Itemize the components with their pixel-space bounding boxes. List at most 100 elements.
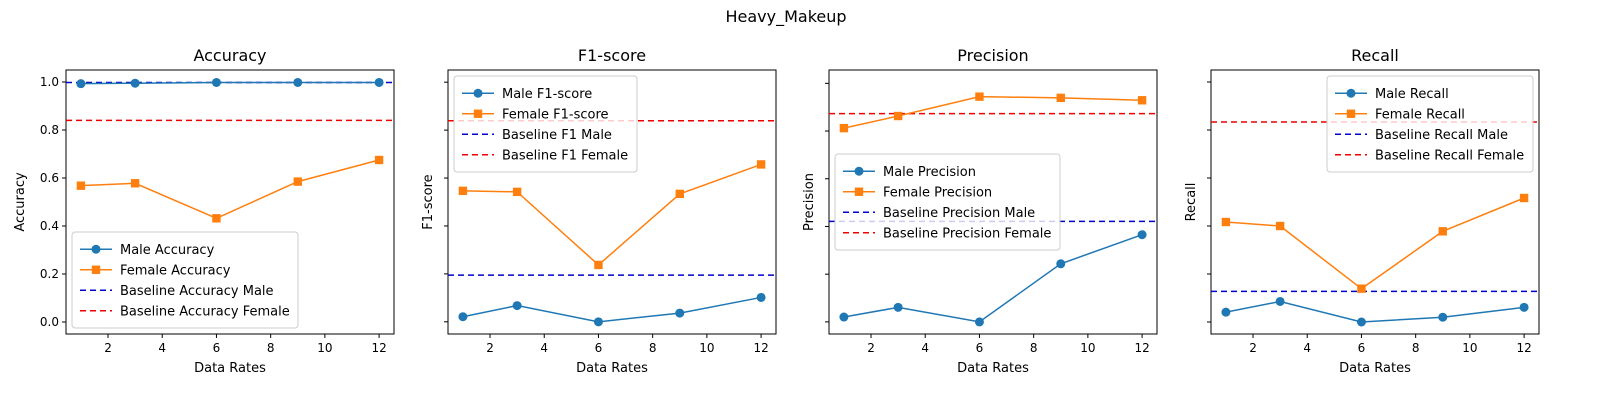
x-tick-label: 4 [921,341,929,355]
figure-suptitle: Heavy_Makeup [725,7,846,27]
data-point [675,189,684,199]
legend-label: Baseline F1 Female [502,148,628,163]
data-point [374,77,384,87]
plot-area [66,77,394,223]
legend-swatch-marker [91,265,101,274]
data-point [893,111,903,121]
data-point [1275,221,1285,231]
data-point [1221,217,1231,227]
data-point [293,77,303,87]
data-point [130,179,140,188]
panel-title: F1-score [578,46,646,65]
x-tick-label: 8 [1030,341,1038,355]
x-tick-label: 6 [213,341,221,355]
data-point [512,187,522,197]
data-point [374,155,384,165]
legend-label: Baseline Precision Female [883,226,1051,241]
legend-swatch-marker [473,88,483,98]
series-line [843,95,1143,129]
legend-swatch-marker [1346,88,1356,98]
legend-label: Male Precision [883,165,976,180]
legend-label: Baseline Precision Male [883,206,1035,221]
series-line [462,163,762,266]
y-tick-label: 0.4 [40,219,59,233]
series-line [1225,300,1525,323]
legend-box [1326,75,1534,173]
x-axis-label: Data Rates [1339,361,1411,376]
data-point [839,312,849,322]
series-line [80,81,380,85]
x-tick-label: 8 [1412,341,1420,355]
data-point [76,79,86,89]
legend-label: Male F1-score [502,87,592,102]
legend-label: Baseline Accuracy Female [120,304,290,319]
y-tick-label: 0.6 [40,171,59,185]
y-tick-label: 1.0 [40,75,59,89]
x-tick-label: 2 [486,341,494,355]
x-tick-label: 10 [1080,341,1095,355]
panel-accuracy: Accuracy 2 4 6 8 10 12 0.0 0.2 0.4 0.6 0.8 1.0 Data R… [13,46,395,376]
data-point [1357,284,1366,293]
y-tick-label: 0.0 [40,315,59,329]
data-point [1519,193,1529,203]
x-tick-label: 8 [267,341,275,355]
y-axis-label: Accuracy [13,172,28,232]
data-point [293,177,302,186]
data-point [512,301,522,311]
legend: Male Precision Female Precision Baseline P… [834,153,1061,251]
x-tick-label: 10 [1462,341,1477,355]
data-point [756,292,766,302]
y-axis-label: F1-score [421,174,436,229]
data-point [76,181,86,190]
data-point [1221,307,1231,317]
x-tick-label: 6 [1358,341,1366,355]
series-line [462,296,762,323]
axes-frame [828,69,1158,335]
data-point [974,317,984,327]
x-tick-label: 2 [867,341,875,355]
panel-f1-score: F1-score 2 4 6 8 10 12 Data Rates F1-score Male F… [421,46,777,376]
series-line [80,159,380,220]
data-point [1137,96,1147,105]
legend-box [453,75,638,173]
x-tick-label: 12 [1516,341,1531,355]
data-point [756,160,766,169]
x-tick-label: 4 [158,341,166,355]
y-axis-label: Precision [802,173,817,231]
y-axis-label: Recall [1184,183,1199,222]
legend-swatch-marker [854,166,864,176]
panel-recall: Recall 2 4 6 8 10 12 Data Rates Recall Male Recal… [1184,46,1540,376]
x-axis-label: Data Rates [957,361,1029,376]
x-tick-label: 6 [976,341,984,355]
legend-swatch-marker [473,109,483,118]
y-tick-label: 0.8 [40,123,59,137]
legend-swatch-marker [91,244,101,254]
legend: Male Recall Female Recall Baseline Recall … [1326,75,1534,173]
legend-swatch-marker [1346,109,1356,118]
legend-label: Male Recall [1375,87,1449,102]
data-point [1438,227,1447,236]
legend-label: Baseline Recall Male [1375,128,1508,143]
legend-label: Female Accuracy [120,263,231,278]
x-tick-label: 10 [317,341,332,355]
data-point [1137,230,1147,240]
data-point [1438,312,1448,322]
data-point [975,92,984,101]
x-tick-label: 4 [1303,341,1311,355]
data-point [675,308,685,318]
panel-precision: Precision 2 4 6 8 10 12 Data Rates Precision Male… [802,46,1158,376]
legend-box [834,153,1061,251]
legend-label: Baseline F1 Male [502,128,612,143]
x-tick-label: 8 [649,341,657,355]
x-tick-label: 12 [371,341,386,355]
legend: Male Accuracy Female Accuracy Baseline Acc… [71,231,299,329]
axes-frame [447,69,777,335]
panel-title: Precision [957,46,1028,65]
x-axis-label: Data Rates [194,361,266,376]
x-tick-label: 10 [699,341,714,355]
x-tick-label: 2 [1249,341,1257,355]
data-point [458,312,468,322]
data-point [593,317,603,327]
y-tick-label: 0.2 [40,267,59,281]
data-point [1275,296,1285,306]
